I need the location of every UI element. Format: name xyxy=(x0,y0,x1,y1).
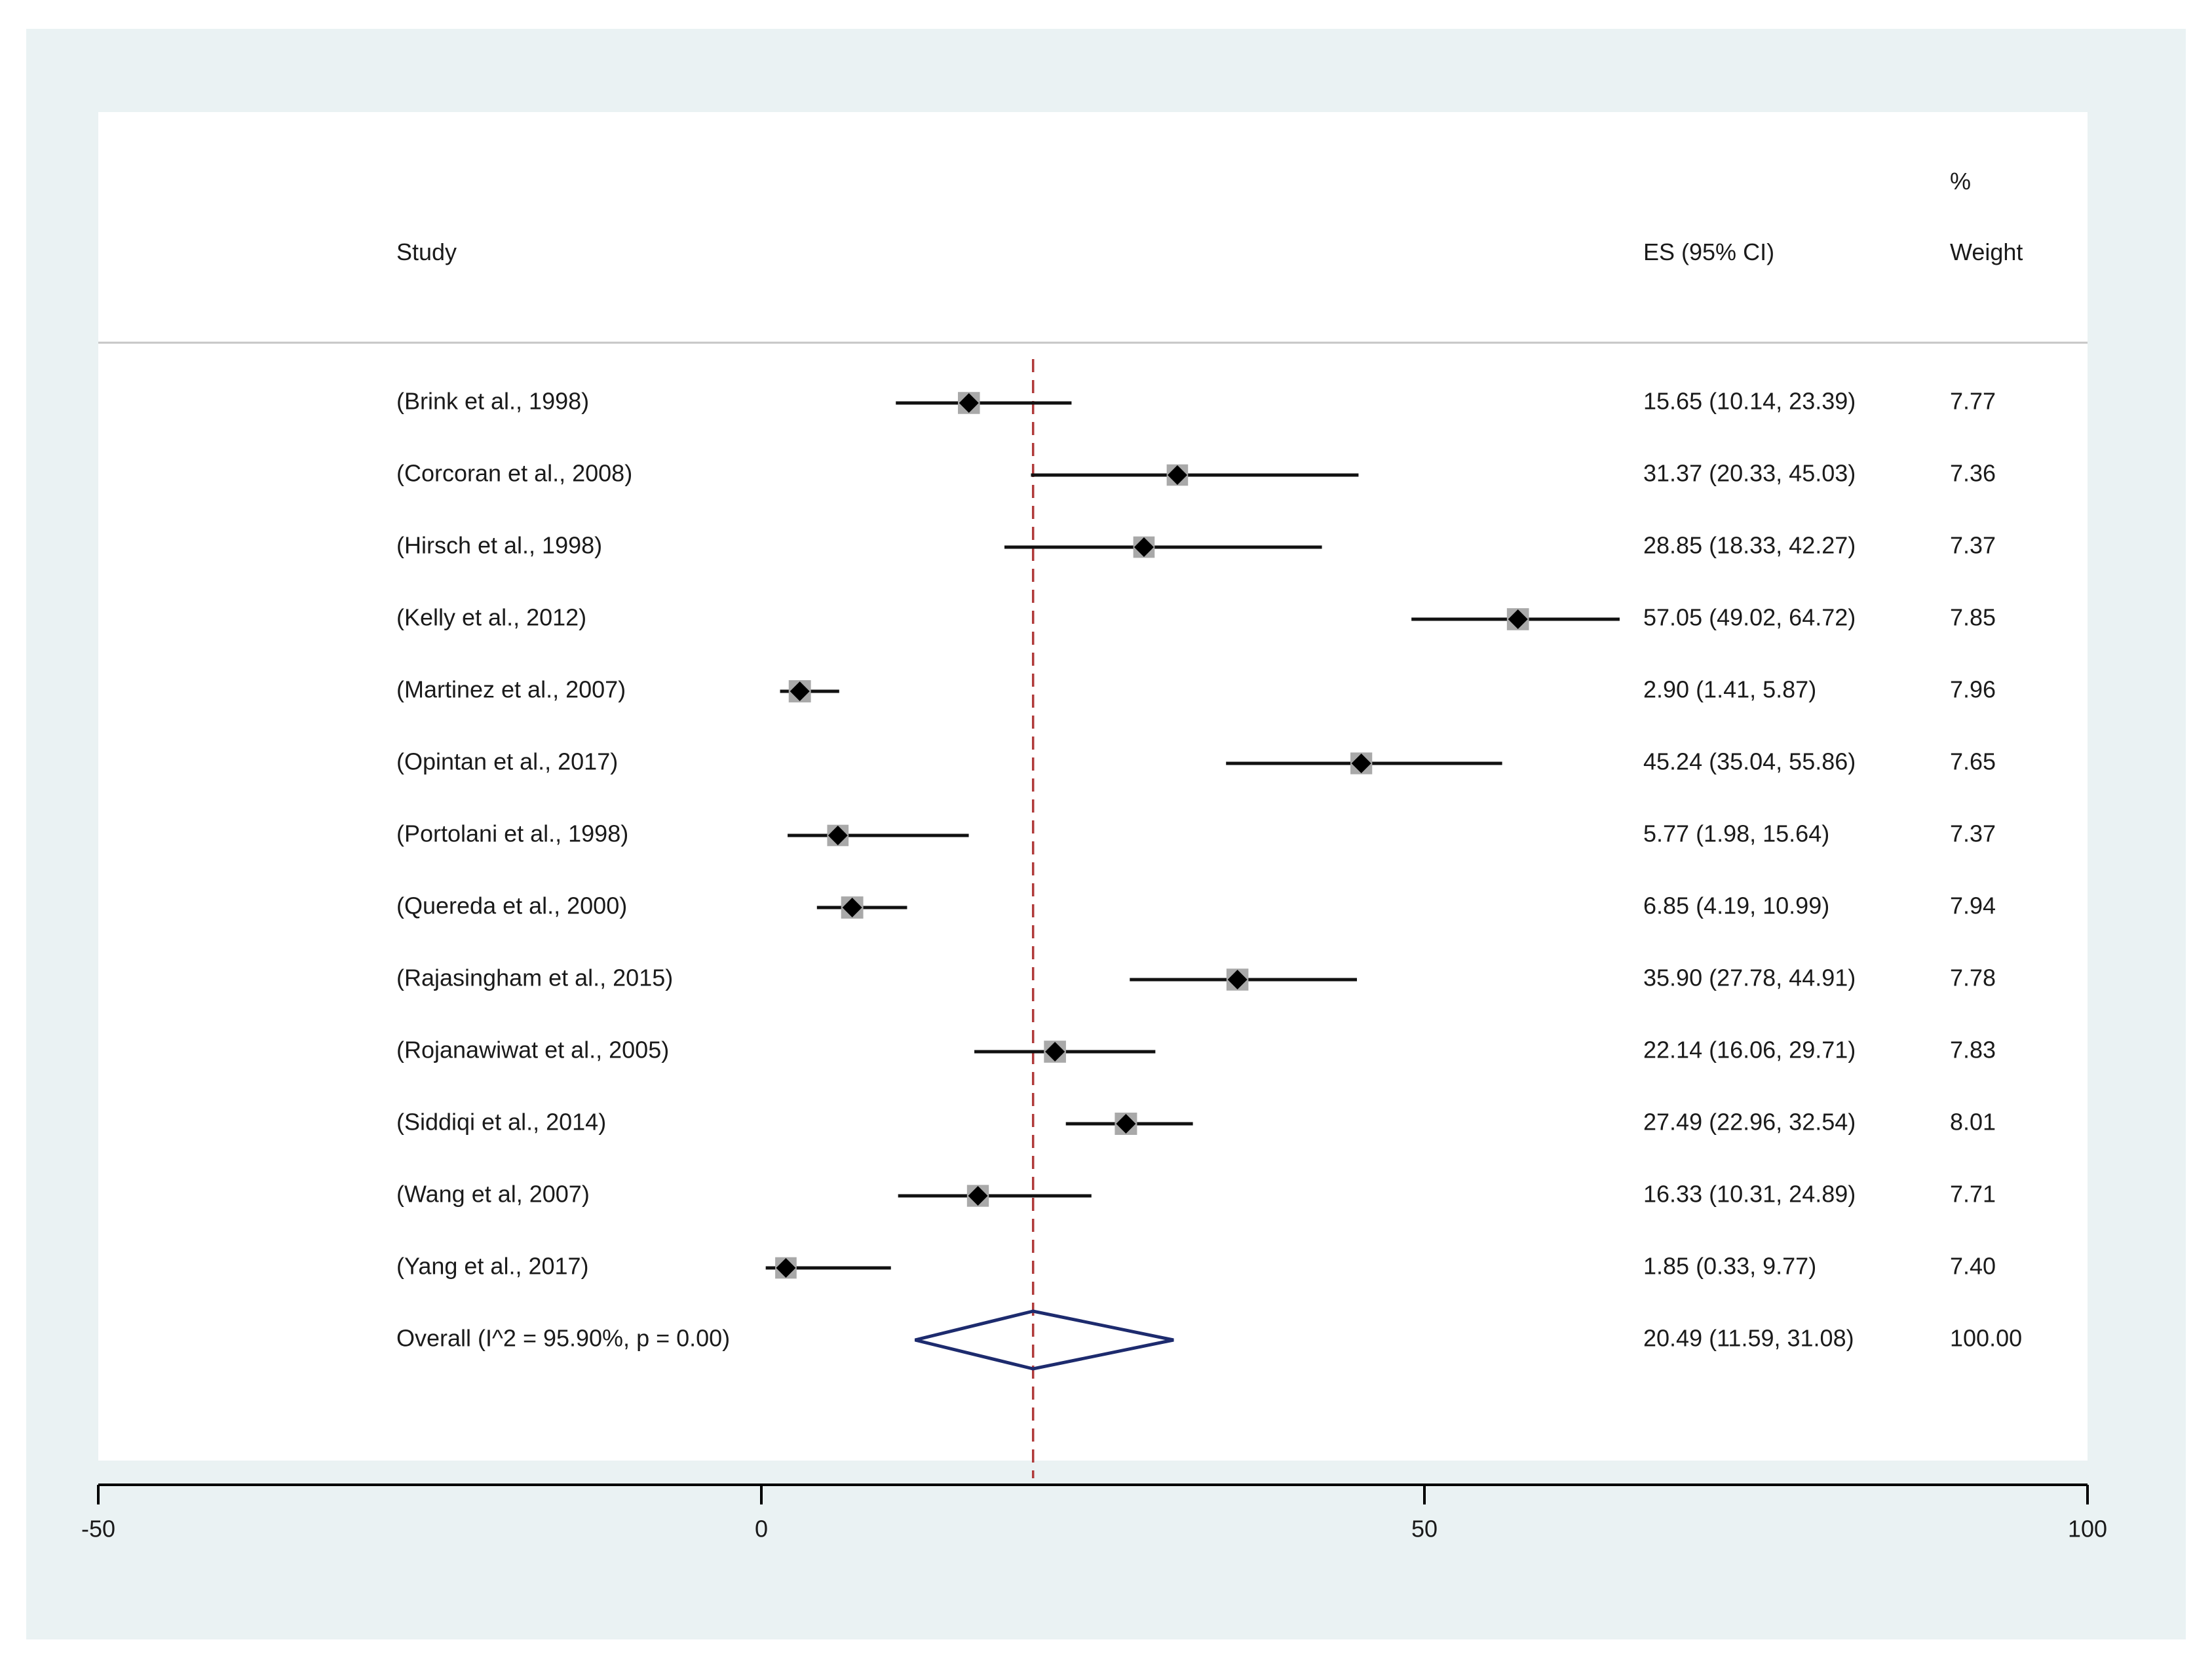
point-estimate xyxy=(1167,465,1187,485)
study-row: (Hirsch et al., 1998) 28.85 (18.33, 42.27… xyxy=(396,532,1996,559)
study-row: (Brink et al., 1998) 15.65 (10.14, 23.39)… xyxy=(396,388,1996,415)
overall-label: Overall (I^2 = 95.90%, p = 0.00) xyxy=(396,1325,730,1352)
header-study: Study xyxy=(396,239,457,265)
header-es-ci: ES (95% CI) xyxy=(1643,239,1774,265)
figure-background: % Study ES (95% CI) Weight (Brink et al.… xyxy=(26,29,2186,1639)
es-ci-value: 5.77 (1.98, 15.64) xyxy=(1643,820,1829,847)
es-ci-value: 27.49 (22.96, 32.54) xyxy=(1643,1109,1856,1136)
point-estimate xyxy=(1508,609,1528,629)
weight-value: 7.37 xyxy=(1950,820,1996,847)
point-estimate xyxy=(959,393,979,413)
point-estimate xyxy=(776,1258,796,1278)
study-rows: (Brink et al., 1998) 15.65 (10.14, 23.39)… xyxy=(396,388,1996,1280)
point-estimate xyxy=(828,826,848,845)
es-ci-value: 57.05 (49.02, 64.72) xyxy=(1643,604,1856,631)
study-label: (Corcoran et al., 2008) xyxy=(396,460,632,487)
es-ci-value: 45.24 (35.04, 55.86) xyxy=(1643,748,1856,775)
header-percent: % xyxy=(1950,168,1971,195)
x-axis: -50 0 50 100 xyxy=(81,1483,2107,1542)
study-row: (Opintan et al., 2017) 45.24 (35.04, 55.8… xyxy=(396,748,1996,775)
study-label: (Yang et al., 2017) xyxy=(396,1253,589,1280)
weight-value: 7.71 xyxy=(1950,1181,1996,1208)
study-row: (Portolani et al., 1998) 5.77 (1.98, 15.6… xyxy=(396,820,1996,847)
weight-value: 7.85 xyxy=(1950,604,1996,631)
overall-weight: 100.00 xyxy=(1950,1325,2022,1352)
study-row: (Kelly et al., 2012) 57.05 (49.02, 64.72)… xyxy=(396,604,1996,631)
study-label: (Opintan et al., 2017) xyxy=(396,748,618,775)
x-tick-label: 50 xyxy=(1411,1516,1438,1542)
study-row: (Rajasingham et al., 2015) 35.90 (27.78, … xyxy=(396,965,1996,991)
x-tick-label: -50 xyxy=(81,1516,115,1542)
study-row: (Yang et al., 2017) 1.85 (0.33, 9.77) 7.40 xyxy=(396,1253,1996,1280)
study-row: (Corcoran et al., 2008) 31.37 (20.33, 45.… xyxy=(396,460,1996,487)
weight-value: 7.40 xyxy=(1950,1253,1996,1280)
weight-value: 7.37 xyxy=(1950,532,1996,559)
es-ci-value: 35.90 (27.78, 44.91) xyxy=(1643,965,1856,991)
weight-value: 7.78 xyxy=(1950,965,1996,991)
study-label: (Rajasingham et al., 2015) xyxy=(396,965,673,991)
plot-area xyxy=(98,112,2088,1461)
point-estimate xyxy=(1045,1042,1065,1062)
weight-value: 7.94 xyxy=(1950,892,1996,919)
es-ci-value: 31.37 (20.33, 45.03) xyxy=(1643,460,1856,487)
study-label: (Martinez et al., 2007) xyxy=(396,676,626,703)
study-row: (Rojanawiwat et al., 2005) 22.14 (16.06, … xyxy=(396,1037,1996,1063)
study-label: (Brink et al., 1998) xyxy=(396,388,589,415)
es-ci-value: 22.14 (16.06, 29.71) xyxy=(1643,1037,1856,1063)
es-ci-value: 16.33 (10.31, 24.89) xyxy=(1643,1181,1856,1208)
study-label: (Portolani et al., 1998) xyxy=(396,820,628,847)
study-row: (Quereda et al., 2000) 6.85 (4.19, 10.99)… xyxy=(396,892,1996,919)
overall-es-ci: 20.49 (11.59, 31.08) xyxy=(1643,1325,1854,1352)
point-estimate xyxy=(1134,537,1154,557)
study-label: (Quereda et al., 2000) xyxy=(396,892,627,919)
es-ci-value: 1.85 (0.33, 9.77) xyxy=(1643,1253,1816,1280)
overall-diamond xyxy=(914,1309,1174,1371)
es-ci-value: 6.85 (4.19, 10.99) xyxy=(1643,892,1829,919)
x-tick-label: 0 xyxy=(755,1516,768,1542)
study-label: (Kelly et al., 2012) xyxy=(396,604,586,631)
point-estimate xyxy=(790,681,810,701)
point-estimate xyxy=(1351,754,1371,773)
overall-row: Overall (I^2 = 95.90%, p = 0.00) 20.49 (1… xyxy=(396,1309,2022,1371)
forest-plot: % Study ES (95% CI) Weight (Brink et al.… xyxy=(81,112,2107,1542)
weight-value: 8.01 xyxy=(1950,1109,1996,1136)
es-ci-value: 28.85 (18.33, 42.27) xyxy=(1643,532,1856,559)
header-weight: Weight xyxy=(1950,239,2023,265)
point-estimate xyxy=(1227,970,1248,989)
study-label: (Hirsch et al., 1998) xyxy=(396,532,602,559)
study-row: (Martinez et al., 2007) 2.90 (1.41, 5.87)… xyxy=(396,676,1996,703)
study-label: (Wang et al, 2007) xyxy=(396,1181,590,1208)
study-label: (Rojanawiwat et al., 2005) xyxy=(396,1037,669,1063)
study-row: (Siddiqi et al., 2014) 27.49 (22.96, 32.5… xyxy=(396,1109,1996,1136)
es-ci-value: 2.90 (1.41, 5.87) xyxy=(1643,676,1816,703)
point-estimate xyxy=(968,1186,988,1206)
point-estimate xyxy=(842,898,862,917)
es-ci-value: 15.65 (10.14, 23.39) xyxy=(1643,388,1856,415)
weight-value: 7.96 xyxy=(1950,676,1996,703)
weight-value: 7.83 xyxy=(1950,1037,1996,1063)
weight-value: 7.77 xyxy=(1950,388,1996,415)
study-label: (Siddiqi et al., 2014) xyxy=(396,1109,606,1136)
x-tick-label: 100 xyxy=(2068,1516,2107,1542)
weight-value: 7.36 xyxy=(1950,460,1996,487)
point-estimate xyxy=(1116,1114,1136,1134)
weight-value: 7.65 xyxy=(1950,748,1996,775)
study-row: (Wang et al, 2007) 16.33 (10.31, 24.89) 7.… xyxy=(396,1181,1996,1208)
